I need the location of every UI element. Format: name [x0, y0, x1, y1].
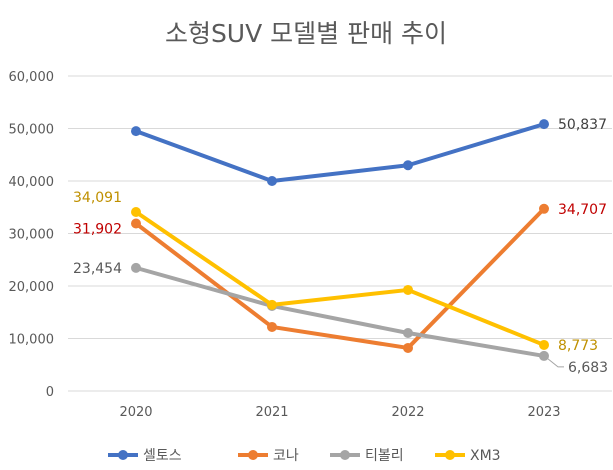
x-tick-label: 2022: [391, 405, 424, 420]
legend-label: 셀토스: [143, 448, 182, 464]
data-point: [403, 160, 413, 171]
data-point: [131, 218, 141, 229]
legend-marker: [118, 450, 128, 460]
legend-marker: [445, 450, 455, 460]
data-point: [539, 119, 549, 130]
data-label: 23,454: [73, 261, 122, 277]
legend-label: XM3: [470, 448, 501, 464]
data-label: 34,707: [558, 202, 607, 218]
leader-line: [547, 358, 564, 368]
y-tick-label: 30,000: [9, 228, 55, 243]
x-tick-label: 2023: [527, 405, 560, 420]
y-tick-label: 0: [46, 385, 54, 400]
data-point: [131, 126, 141, 137]
y-tick-label: 40,000: [9, 175, 55, 190]
data-point: [267, 176, 277, 186]
y-tick-label: 60,000: [9, 70, 55, 85]
data-point: [403, 327, 413, 338]
y-tick-label: 10,000: [9, 333, 55, 348]
data-label: 50,837: [558, 117, 607, 133]
x-tick-label: 2020: [119, 405, 152, 420]
data-point: [539, 339, 549, 350]
data-point: [539, 350, 549, 361]
data-label: 34,091: [73, 190, 122, 206]
y-tick-label: 50,000: [9, 123, 55, 138]
x-tick-label: 2021: [255, 405, 288, 420]
series-line-3: [134, 210, 545, 347]
legend-marker: [340, 450, 350, 460]
data-point: [131, 262, 141, 273]
data-point: [403, 284, 413, 295]
data-point: [267, 299, 277, 310]
data-point: [267, 321, 277, 332]
data-point: [539, 203, 549, 214]
legend-label: 코나: [273, 448, 299, 464]
legend-label: 티볼리: [365, 448, 404, 464]
y-tick-label: 20,000: [9, 280, 55, 295]
chart-title: 소형SUV 모델별 판매 추이: [165, 19, 447, 48]
legend-marker: [248, 450, 258, 460]
data-label: 8,773: [558, 338, 598, 354]
data-label: 6,683: [568, 360, 608, 376]
series-line-1: [134, 207, 546, 350]
data-label: 31,902: [73, 222, 122, 238]
data-point: [403, 342, 413, 353]
data-point: [131, 207, 141, 218]
series-line-2: [135, 265, 545, 358]
series-line-0: [135, 122, 545, 183]
